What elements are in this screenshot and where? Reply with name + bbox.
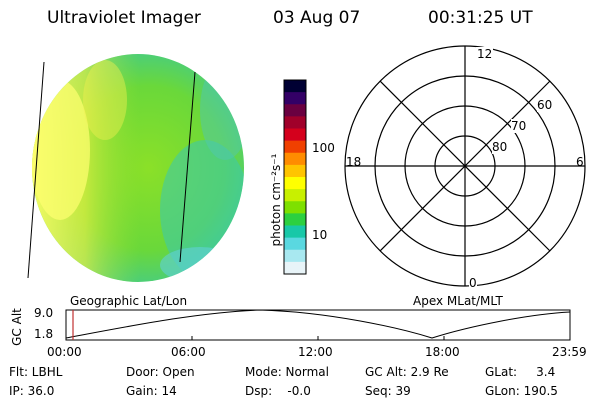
colorbar-swatch [284, 189, 306, 202]
time-tick-1200: 12:00 [298, 345, 333, 359]
time-tick-0000: 00:00 [47, 345, 82, 359]
gc-altitude-readout: GC Alt: 2.9 Re [365, 365, 449, 379]
time-tick-1800: 18:00 [425, 345, 460, 359]
longitude-line-left [27, 61, 45, 279]
colorbar-swatch [284, 213, 306, 226]
grid-circle-70 [404, 105, 526, 227]
lat-label-80: 80 [492, 140, 508, 154]
mlt-label-18: 18 [346, 155, 362, 169]
ip-readout: IP: 36.0 [9, 384, 55, 398]
gain-readout: Gain: 14 [126, 384, 177, 398]
colorbar-swatch [284, 164, 306, 178]
colorbar-swatch [284, 261, 306, 275]
altitude-curve [65, 309, 571, 339]
colorbar-swatch [284, 116, 306, 129]
colorbar-swatch [284, 177, 306, 190]
colorbar-swatch [284, 104, 306, 117]
glon-readout: GLon: 190.5 [485, 384, 558, 398]
colorbar-unit-label: photon cm⁻²s⁻¹ [269, 153, 283, 247]
colorbar-swatch [284, 80, 306, 93]
colorbar-swatch [284, 249, 306, 263]
colorbar-tick-10: 10 [312, 228, 328, 242]
colorbar-swatch [284, 201, 306, 214]
earth-disk [32, 54, 244, 282]
mode-readout: Mode: Normal [245, 365, 329, 379]
grid-circle-80 [434, 135, 496, 197]
magnetic-panel-label: Apex MLat/MLT [413, 294, 503, 308]
lat-label-70: 70 [511, 119, 527, 133]
colorbar-swatch [284, 225, 306, 239]
colorbar-swatch [284, 92, 306, 105]
grid-circle-outer [344, 45, 586, 287]
longitude-line-right [179, 71, 196, 263]
altitude-axis-label: GC Alt [10, 308, 24, 346]
lat-label-60: 60 [537, 98, 553, 112]
colorbar-swatch [284, 152, 306, 166]
geographic-panel-label: Geographic Lat/Lon [70, 294, 188, 308]
altitude-plot-frame [65, 309, 571, 341]
grid-circle-60 [374, 75, 556, 257]
mlt-label-0: 0 [469, 276, 477, 290]
colorbar-swatch [284, 128, 306, 142]
sequence-readout: Seq: 39 [365, 384, 411, 398]
altitude-tick-max: 9.0 [34, 306, 54, 320]
instrument-title: Ultraviolet Imager [47, 8, 201, 28]
mlt-label-12: 12 [476, 47, 494, 61]
colorbar-tick-100: 100 [312, 141, 335, 155]
door-readout: Door: Open [126, 365, 195, 379]
colorbar-swatch [284, 237, 306, 251]
glat-readout: GLat: 3.4 [485, 365, 556, 379]
filter-readout: Flt: LBHL [9, 365, 63, 379]
colorbar-frame [283, 79, 307, 275]
observation-date: 03 Aug 07 [273, 8, 361, 28]
mlt-label-6: 6 [576, 155, 584, 169]
dsp-readout: Dsp: -0.0 [245, 384, 311, 398]
altitude-tick-min: 1.8 [34, 327, 54, 341]
colorbar-swatch [284, 140, 306, 154]
observation-time: 00:31:25 UT [428, 8, 533, 28]
color-scale-bar [283, 79, 307, 275]
time-tick-0600: 06:00 [171, 345, 206, 359]
time-tick-2359: 23:59 [552, 345, 587, 359]
